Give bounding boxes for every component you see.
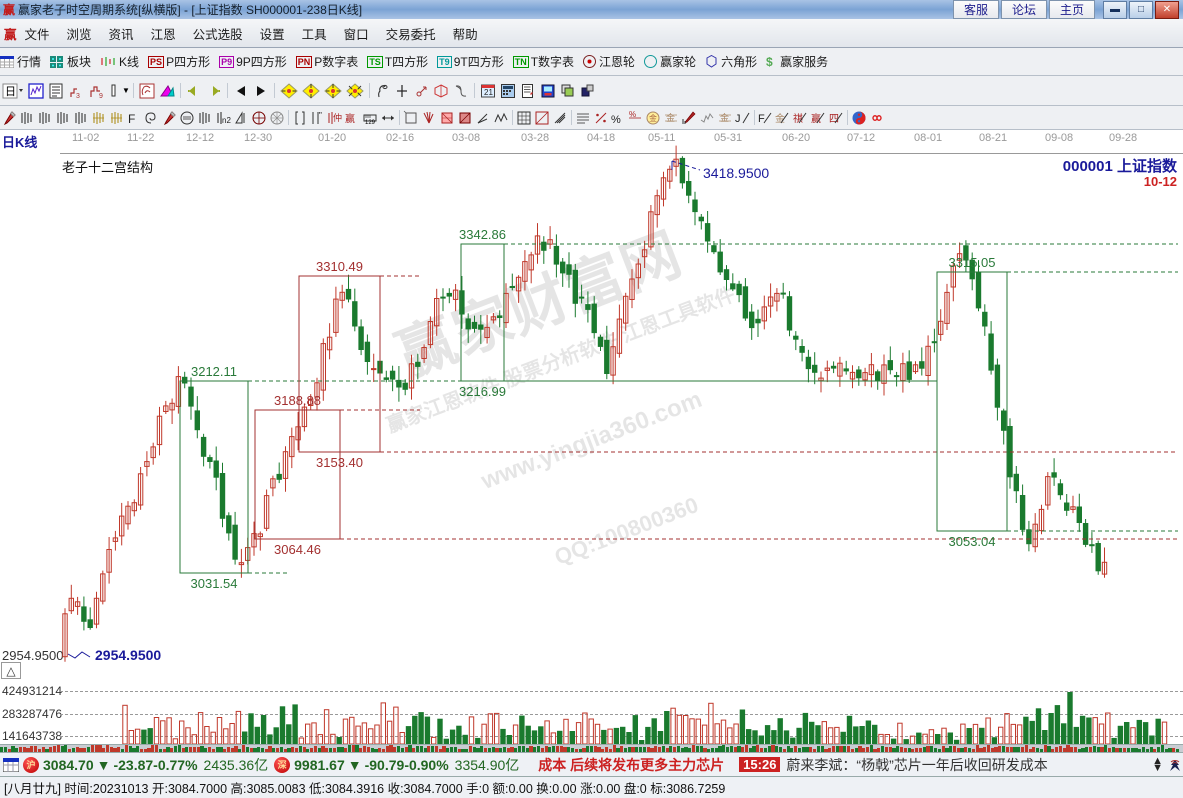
svg-text:3315.05: 3315.05 xyxy=(949,255,996,270)
svg-text:3: 3 xyxy=(76,93,80,99)
svg-text:日: 日 xyxy=(5,86,16,98)
svg-text:3053.04: 3053.04 xyxy=(949,534,996,549)
svg-text:": " xyxy=(319,111,322,120)
svg-text:金: 金 xyxy=(666,112,675,123)
svg-text:仲: 仲 xyxy=(333,112,342,123)
svg-text:金: 金 xyxy=(775,112,785,125)
svg-text:%: % xyxy=(611,114,621,126)
svg-text:3342.86: 3342.86 xyxy=(459,227,506,242)
svg-text:赢: 赢 xyxy=(345,112,355,125)
svg-text:%: % xyxy=(629,110,636,119)
svg-text:3188.88: 3188.88 xyxy=(274,393,321,408)
svg-text:3310.49: 3310.49 xyxy=(316,259,363,274)
svg-text:F: F xyxy=(128,112,135,126)
svg-text:21: 21 xyxy=(484,88,493,97)
svg-text:3064.46: 3064.46 xyxy=(274,542,321,557)
svg-text:n2: n2 xyxy=(222,116,231,125)
svg-text:3031.54: 3031.54 xyxy=(191,576,238,591)
svg-text:$: $ xyxy=(766,55,773,68)
svg-text:J: J xyxy=(735,113,741,125)
svg-text:金: 金 xyxy=(649,113,657,123)
svg-text:3418.9500: 3418.9500 xyxy=(703,165,769,181)
svg-text:赢: 赢 xyxy=(811,112,821,125)
svg-text:3216.99: 3216.99 xyxy=(459,384,506,399)
svg-text:F: F xyxy=(758,113,765,125)
svg-text:129: 129 xyxy=(365,120,376,126)
svg-text:3153.40: 3153.40 xyxy=(316,455,363,470)
svg-text:祺: 祺 xyxy=(793,112,803,125)
svg-text:金: 金 xyxy=(720,112,729,123)
svg-text:3212.11: 3212.11 xyxy=(191,364,237,379)
svg-text:9: 9 xyxy=(99,93,103,99)
